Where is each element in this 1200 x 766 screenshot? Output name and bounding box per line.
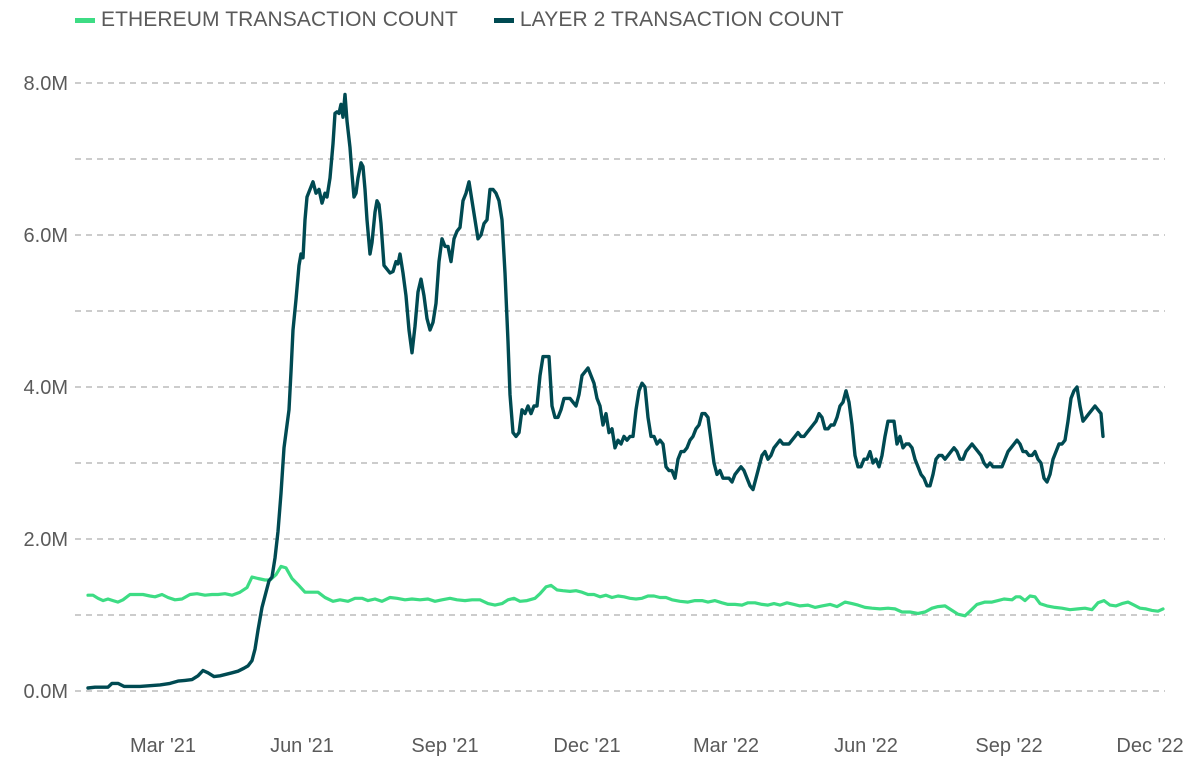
legend-item-layer2[interactable]: LAYER 2 TRANSACTION COUNT bbox=[493, 8, 844, 32]
chart-legend: ETHEREUM TRANSACTION COUNT LAYER 2 TRANS… bbox=[75, 8, 844, 32]
ethereum-transaction-line bbox=[86, 564, 1165, 618]
x-tick-label: Mar '21 bbox=[130, 735, 196, 757]
x-tick-label: Sep '22 bbox=[975, 735, 1042, 757]
x-axis-labels: Mar '21 Jun '21 Sep '21 Dec '21 Mar '22 Jun '… bbox=[130, 735, 1184, 757]
legend-label-layer2: LAYER 2 TRANSACTION COUNT bbox=[519, 8, 844, 31]
legend-label-ethereum: ETHEREUM TRANSACTION COUNT bbox=[101, 8, 458, 31]
x-tick-label: Dec '22 bbox=[1116, 735, 1183, 757]
y-tick-label: 2.0M bbox=[24, 529, 68, 551]
x-tick-label: Jun '22 bbox=[834, 735, 898, 757]
ethereum-swatch-icon bbox=[75, 17, 95, 23]
layer2-swatch-icon bbox=[493, 17, 514, 23]
y-tick-label: 8.0M bbox=[24, 73, 68, 95]
y-tick-label: 6.0M bbox=[24, 225, 68, 247]
x-tick-label: Sep '21 bbox=[411, 735, 478, 757]
layer2-transaction-line bbox=[86, 92, 1105, 690]
legend-item-ethereum[interactable]: ETHEREUM TRANSACTION COUNT bbox=[75, 8, 458, 32]
x-tick-label: Jun '21 bbox=[270, 735, 334, 757]
gridlines bbox=[75, 82, 1165, 692]
y-tick-label: 0.0M bbox=[24, 681, 68, 703]
x-tick-label: Dec '21 bbox=[553, 735, 620, 757]
x-tick-label: Mar '22 bbox=[693, 735, 759, 757]
y-axis-labels: 0.0M 2.0M 4.0M 6.0M 8.0M bbox=[24, 73, 68, 703]
y-tick-label: 4.0M bbox=[24, 377, 68, 399]
